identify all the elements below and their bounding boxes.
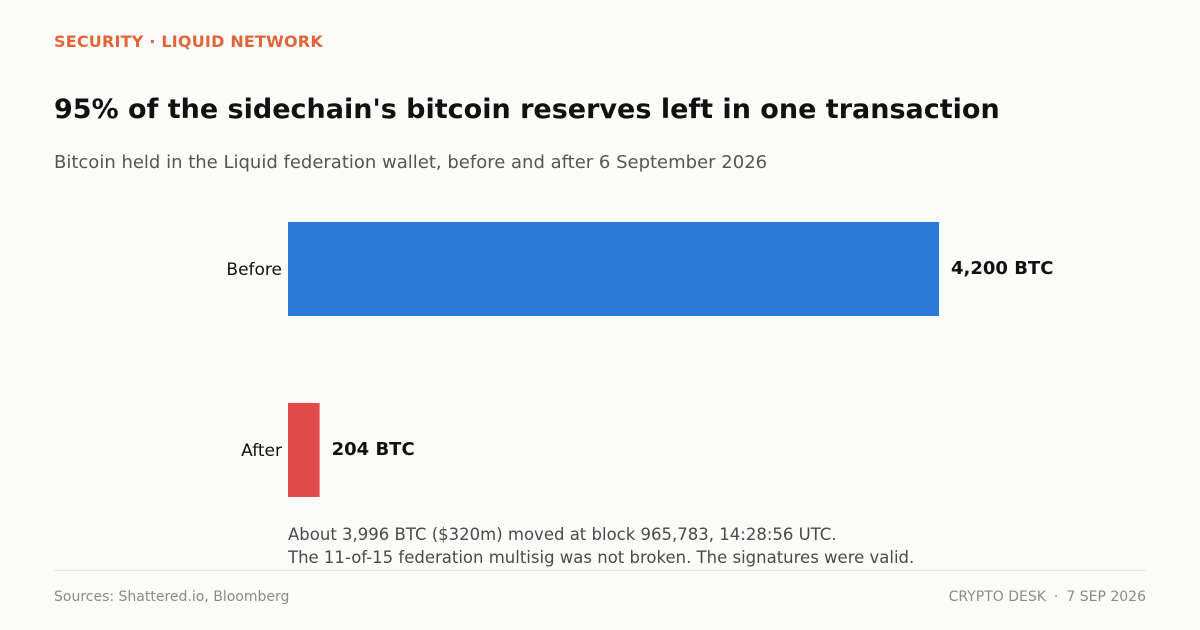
kicker: SECURITY · LIQUID NETWORK xyxy=(54,32,323,51)
bar-after xyxy=(288,403,320,497)
footer-separator: · xyxy=(1053,589,1059,605)
footer-divider xyxy=(54,570,1146,571)
category-label-after: After xyxy=(241,441,282,461)
publish-date: 7 SEP 2026 xyxy=(1066,589,1146,605)
desk-label: CRYPTO DESK xyxy=(948,589,1046,605)
annotation: About 3,996 BTC ($320m) moved at block 9… xyxy=(288,523,914,569)
footer-dateline: CRYPTO DESK · 7 SEP 2026 xyxy=(949,589,1146,605)
value-label-after: 204 BTC xyxy=(332,439,415,460)
bar-before xyxy=(288,222,939,316)
category-label-before: Before xyxy=(226,260,282,280)
annotation-line-2: The 11-of-15 federation multisig was not… xyxy=(288,548,915,567)
sources-credit: Sources: Shattered.io, Bloomberg xyxy=(54,589,290,605)
value-label-before: 4,200 BTC xyxy=(951,258,1053,279)
annotation-line-1: About 3,996 BTC ($320m) moved at block 9… xyxy=(288,525,837,544)
chart-title: 95% of the sidechain's bitcoin reserves … xyxy=(54,94,1000,125)
chart-subtitle: Bitcoin held in the Liquid federation wa… xyxy=(54,152,768,173)
